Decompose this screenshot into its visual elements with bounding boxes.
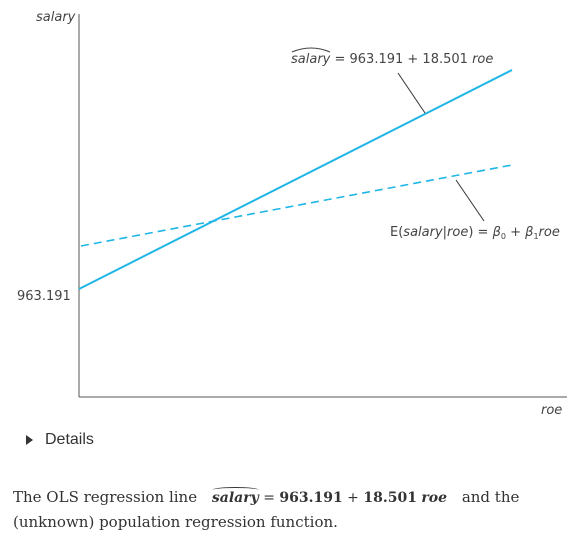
caption-math-const: 963.191 <box>279 490 343 506</box>
prf-label-beta1-sub: 1 <box>533 232 538 241</box>
intercept-tick-label: 963.191 <box>17 289 71 304</box>
caption-before: The OLS regression line <box>13 488 198 506</box>
ols-regression-line <box>78 69 513 290</box>
prf-label-var: roe <box>539 225 560 240</box>
ols-label-lhs: salary <box>291 52 331 67</box>
y-axis-label: salary <box>36 10 76 25</box>
prf-label-beta0-sub: 0 <box>501 232 506 241</box>
caption-equation: salary = 963.191 + 18.501 roe <box>212 486 447 510</box>
ols-line-label: salary = 963.191 + 18.501 roe <box>291 52 493 67</box>
caption-after: and the (unknown) population regression … <box>13 488 520 531</box>
caption-math-plus: + <box>342 490 364 506</box>
prf-label-leader <box>455 179 485 222</box>
prf-label-prefix: E( <box>390 225 403 240</box>
population-regression-line <box>80 164 513 247</box>
prf-label-cond: salary|roe <box>403 225 468 240</box>
prf-label-beta1: β <box>524 225 533 240</box>
prf-label-beta0: β <box>492 225 501 240</box>
prf-label-eq: ) = <box>468 225 492 240</box>
figure-caption: The OLS regression line salary = 963.191… <box>13 485 573 534</box>
details-label: Details <box>45 431 94 448</box>
caption-math-eq: = <box>258 490 280 506</box>
ols-label-leader <box>397 72 426 114</box>
prf-line-label: E(salary|roe) = β0 + β1roe <box>390 225 560 241</box>
regression-figure: salary roe 963.191 salary = 963.191 + 18… <box>17 10 567 418</box>
disclosure-triangle-icon <box>26 435 33 445</box>
caption-math-coef: 18.501 <box>363 490 417 506</box>
caption-math-lhs: salary <box>211 490 259 506</box>
details-toggle[interactable]: Details <box>26 431 94 449</box>
ols-label-var: roe <box>472 52 493 67</box>
ols-label-equation: = 963.191 + 18.501 <box>330 52 472 67</box>
caption-math-var: roe <box>421 490 448 506</box>
prf-label-plus: + <box>506 225 525 240</box>
ols-label-hat <box>291 47 331 53</box>
x-axis-label: roe <box>541 403 562 418</box>
